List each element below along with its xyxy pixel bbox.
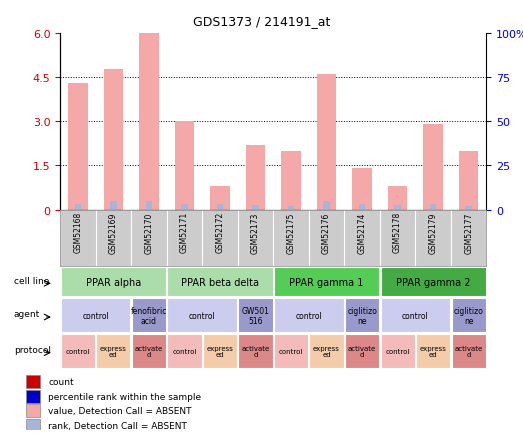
Bar — [252, 206, 259, 210]
Text: control: control — [385, 348, 410, 354]
Text: GSM52170: GSM52170 — [144, 212, 153, 253]
Bar — [61, 299, 130, 332]
Text: express
ed: express ed — [419, 345, 447, 357]
Text: GSM52175: GSM52175 — [287, 212, 295, 253]
Bar — [310, 334, 344, 368]
Bar — [167, 299, 237, 332]
Bar — [381, 334, 415, 368]
Bar — [451, 299, 486, 332]
Text: value, Detection Call = ABSENT: value, Detection Call = ABSENT — [48, 406, 191, 415]
Text: cell line: cell line — [14, 276, 49, 285]
Text: activate
d: activate d — [348, 345, 376, 357]
Bar — [146, 202, 152, 210]
Bar — [345, 334, 379, 368]
Text: PPAR gamma 2: PPAR gamma 2 — [396, 277, 470, 287]
Bar — [274, 267, 379, 297]
Bar — [459, 151, 479, 210]
Text: activate
d: activate d — [454, 345, 483, 357]
Text: express
ed: express ed — [100, 345, 127, 357]
Bar — [26, 375, 40, 388]
Text: GSM52171: GSM52171 — [180, 212, 189, 253]
Bar — [104, 69, 123, 210]
Bar — [175, 122, 194, 210]
Text: express
ed: express ed — [313, 345, 340, 357]
Text: agent: agent — [14, 309, 40, 318]
Text: GSM52176: GSM52176 — [322, 212, 331, 253]
Text: GSM52174: GSM52174 — [358, 212, 367, 253]
Bar — [359, 205, 365, 210]
Text: control: control — [66, 348, 90, 354]
Text: GSM52169: GSM52169 — [109, 212, 118, 253]
Bar — [210, 187, 230, 210]
Bar — [181, 205, 188, 210]
Text: ciglitizo
ne: ciglitizo ne — [453, 306, 484, 325]
Text: control: control — [295, 311, 322, 320]
Bar — [132, 334, 166, 368]
Bar — [68, 84, 88, 210]
Bar — [345, 299, 379, 332]
Text: ciglitizo
ne: ciglitizo ne — [347, 306, 377, 325]
Text: PPAR beta delta: PPAR beta delta — [181, 277, 259, 287]
Text: PPAR gamma 1: PPAR gamma 1 — [289, 277, 363, 287]
Bar — [139, 34, 158, 210]
Text: count: count — [48, 377, 74, 386]
Bar — [281, 151, 301, 210]
Bar — [75, 205, 81, 210]
Bar — [394, 206, 401, 210]
Bar — [465, 206, 472, 210]
Text: GSM52177: GSM52177 — [464, 212, 473, 253]
Bar — [288, 206, 294, 210]
Bar — [323, 202, 329, 210]
Text: GSM52173: GSM52173 — [251, 212, 260, 253]
Bar — [26, 404, 40, 418]
Text: rank, Detection Call = ABSENT: rank, Detection Call = ABSENT — [48, 421, 187, 430]
Bar — [61, 267, 166, 297]
Text: fenofibric
acid: fenofibric acid — [131, 306, 167, 325]
Bar — [238, 299, 272, 332]
Bar — [317, 75, 336, 210]
Text: GW501
516: GW501 516 — [242, 306, 269, 325]
Bar — [167, 334, 201, 368]
Bar — [423, 125, 443, 210]
Text: GSM52168: GSM52168 — [73, 212, 83, 253]
Bar — [430, 205, 436, 210]
Bar — [110, 202, 117, 210]
Bar — [381, 299, 450, 332]
Bar — [217, 205, 223, 210]
Text: activate
d: activate d — [135, 345, 163, 357]
Bar — [246, 145, 265, 210]
Bar — [26, 390, 40, 403]
Bar — [238, 334, 272, 368]
Text: protocol: protocol — [14, 345, 51, 354]
Bar — [26, 419, 40, 432]
Bar — [274, 299, 344, 332]
Bar — [61, 334, 95, 368]
Text: percentile rank within the sample: percentile rank within the sample — [48, 392, 201, 401]
Bar — [274, 334, 308, 368]
Text: activate
d: activate d — [242, 345, 270, 357]
Text: GSM52179: GSM52179 — [429, 212, 438, 253]
Text: control: control — [189, 311, 215, 320]
Text: control: control — [279, 348, 303, 354]
Text: control: control — [402, 311, 429, 320]
Bar — [96, 334, 130, 368]
Bar — [451, 334, 486, 368]
Bar — [381, 267, 486, 297]
Bar — [203, 334, 237, 368]
Bar — [353, 169, 372, 210]
Text: GDS1373 / 214191_at: GDS1373 / 214191_at — [193, 15, 330, 28]
Text: express
ed: express ed — [207, 345, 233, 357]
Bar — [388, 187, 407, 210]
Bar — [132, 299, 166, 332]
Text: GSM52172: GSM52172 — [215, 212, 224, 253]
Text: control: control — [172, 348, 197, 354]
Text: control: control — [82, 311, 109, 320]
Text: GSM52178: GSM52178 — [393, 212, 402, 253]
Bar — [167, 267, 272, 297]
Text: PPAR alpha: PPAR alpha — [86, 277, 141, 287]
Bar — [416, 334, 450, 368]
